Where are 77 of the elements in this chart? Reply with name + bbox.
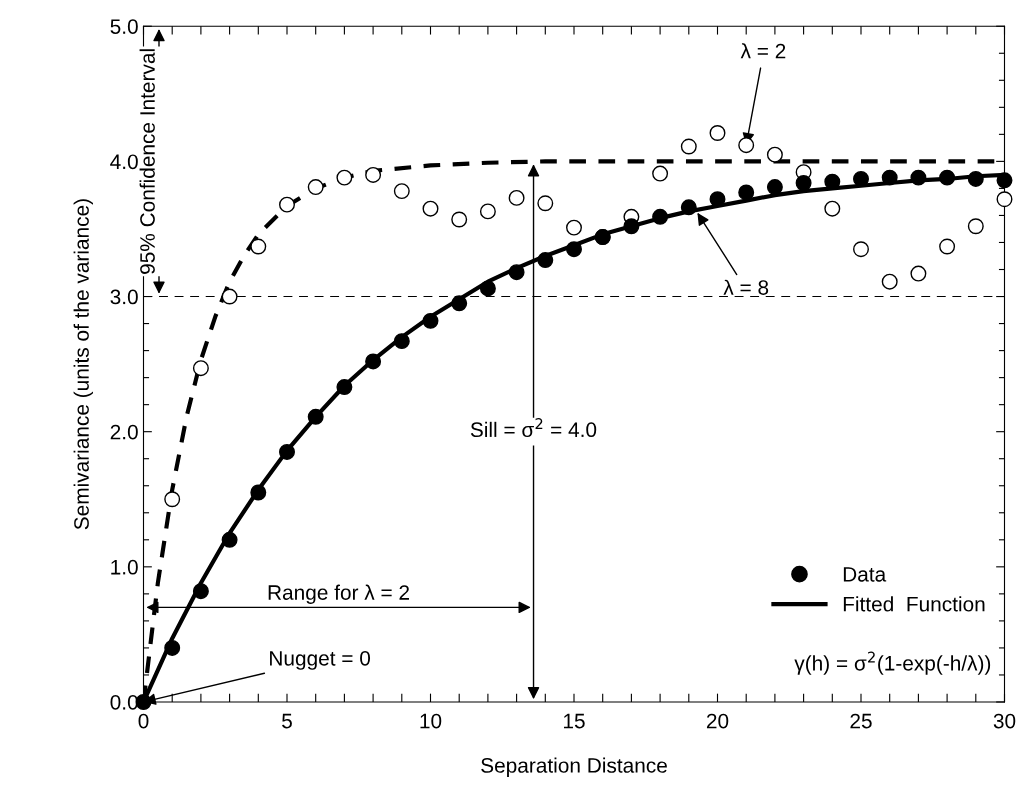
- point: [508, 264, 525, 281]
- point: [652, 208, 669, 225]
- point: [479, 280, 496, 297]
- point: [422, 312, 439, 329]
- point: [738, 137, 755, 154]
- point: [365, 353, 382, 370]
- point: [939, 238, 956, 255]
- y-tick-label: 5.0: [110, 19, 138, 34]
- point: [451, 295, 468, 312]
- point: [250, 484, 267, 501]
- point: [537, 252, 554, 269]
- annotation: 95% Confidence Interval: [139, 49, 155, 274]
- annotation: Nugget = 0: [270, 650, 371, 670]
- point: [680, 138, 697, 155]
- point: [307, 179, 324, 196]
- point: [393, 183, 410, 200]
- x-tick-label: 5: [282, 713, 292, 729]
- point: [566, 241, 582, 258]
- point: [680, 199, 697, 216]
- point: [192, 360, 209, 377]
- point: [566, 219, 582, 236]
- point: [336, 379, 353, 396]
- point: [250, 238, 267, 255]
- x-tick-label: 10: [420, 713, 442, 729]
- point: [795, 175, 812, 191]
- point: [508, 189, 525, 206]
- point: [221, 531, 238, 548]
- point: [910, 169, 927, 186]
- annotation: Sill = σ$^{2}$ = 4.0: [470, 418, 597, 438]
- point: [996, 172, 1013, 189]
- x-tick-label: 30: [993, 713, 1016, 729]
- point: [537, 195, 554, 212]
- x-tick-label: 25: [850, 713, 872, 729]
- point: [738, 184, 755, 201]
- annotation: Range for λ = 2: [268, 584, 409, 604]
- point: [393, 333, 410, 350]
- point: [623, 218, 640, 235]
- point: [967, 218, 984, 235]
- point: [881, 273, 898, 290]
- x-tick-label: 15: [564, 713, 585, 729]
- annotation: γ(h) = σ$^{2}$(1-exp(-h/λ)): [794, 651, 991, 675]
- legend-label: Fitted Function: [843, 596, 985, 612]
- x-axis-title: Separation Distance: [481, 757, 667, 777]
- y-axis-title: Semivariance (units of the variance): [73, 199, 93, 530]
- x-tick-label: 20: [706, 713, 729, 729]
- point: [939, 169, 956, 186]
- x-tick-label: 0: [138, 713, 149, 729]
- point: [279, 196, 295, 213]
- point: [164, 491, 181, 508]
- y-tick-label: 4.0: [110, 154, 138, 170]
- annotation: λ = 2: [740, 43, 786, 59]
- point: [766, 179, 783, 196]
- point: [336, 169, 353, 186]
- point: [853, 241, 869, 258]
- point: [824, 200, 841, 217]
- point: [967, 170, 984, 187]
- point: [910, 265, 927, 282]
- annotation: λ = 8: [723, 279, 769, 295]
- point: [192, 583, 209, 600]
- point: [766, 146, 783, 163]
- point: [307, 408, 324, 425]
- point: [479, 203, 496, 220]
- y-tick-label: 1.0: [111, 559, 138, 575]
- y-tick-label: 2.0: [110, 424, 138, 440]
- legend-label: Data: [843, 567, 887, 582]
- point: [164, 639, 181, 656]
- point: [881, 169, 898, 186]
- point: [279, 443, 295, 460]
- y-tick-label: 3.0: [110, 289, 138, 305]
- point: [365, 166, 382, 183]
- point: [853, 170, 869, 187]
- point: [221, 288, 238, 305]
- point: [996, 191, 1013, 208]
- point: [652, 165, 669, 182]
- point: [709, 125, 726, 141]
- point: [451, 211, 468, 228]
- point: [422, 200, 439, 217]
